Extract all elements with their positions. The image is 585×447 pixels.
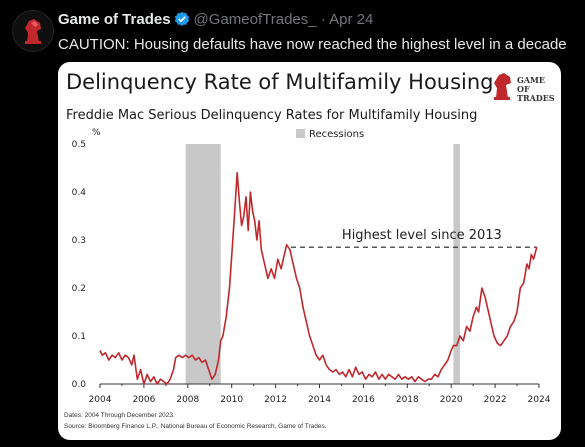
y-tick-label: 0.5: [72, 140, 86, 150]
author-name[interactable]: Game of Trades: [58, 11, 171, 28]
annotation-label: Highest level since 2013: [342, 228, 502, 243]
chart-subtitle: Freddie Mac Serious Delinquency Rates fo…: [66, 108, 478, 123]
tweet-header: Game of Trades @GameofTrades_ · Apr 24: [58, 11, 373, 31]
footer-dates: Dates: 2004 Through December 2023.: [64, 412, 175, 419]
tweet-date[interactable]: Apr 24: [329, 11, 374, 28]
y-tick-label: 0.1: [72, 332, 86, 342]
x-tick-label: 2010: [220, 395, 243, 405]
x-tick-label: 2012: [264, 395, 287, 405]
delinquency-series-line: [99, 172, 538, 385]
x-tick-label: 2006: [132, 395, 155, 405]
horse-logo-icon: [25, 19, 41, 44]
legend-label: Recessions: [309, 129, 364, 140]
x-tick-label: 2014: [308, 395, 331, 405]
chart-image-card[interactable]: Delinquency Rate of Multifamily Housing …: [58, 62, 561, 440]
y-axis-label: %: [92, 128, 101, 138]
y-tick-label: 0.3: [72, 236, 86, 246]
recession-band-0: [185, 144, 221, 384]
x-tick-label: 2020: [440, 395, 463, 405]
x-tick-label: 2004: [89, 395, 112, 405]
logo-line-2: TRADES: [517, 93, 555, 103]
author-handle[interactable]: @GameofTrades_: [193, 11, 317, 28]
y-tick-label: 0.4: [72, 188, 87, 198]
y-tick-label: 0.2: [72, 284, 86, 294]
x-tick-label: 2018: [396, 395, 419, 405]
horse-logo-icon: [494, 73, 511, 100]
chart-title: Delinquency Rate of Multifamily Housing: [66, 70, 494, 94]
x-tick-label: 2016: [352, 395, 375, 405]
game-of-trades-logo: GAME OF TRADES: [491, 68, 555, 104]
x-tick-label: 2008: [176, 395, 199, 405]
legend-swatch: [296, 129, 305, 138]
separator-dot: ·: [320, 11, 326, 28]
recession-band-1: [453, 144, 460, 384]
avatar[interactable]: [12, 10, 54, 52]
footer-source: Source: Bloomberg Finance L.P., National…: [64, 423, 327, 430]
x-tick-label: 2024: [528, 395, 551, 405]
tweet-text: CAUTION: Housing defaults have now reach…: [58, 36, 567, 53]
x-tick-label: 2022: [484, 395, 507, 405]
verified-badge-icon: [174, 11, 190, 31]
y-tick-label: 0.0: [72, 380, 87, 390]
logo-line-1: GAME OF: [517, 75, 545, 94]
delinquency-line-chart: Recessions% 0.0 0.1 0.2 0.3 0.4 0.5 2004 2006 200…: [72, 128, 551, 405]
